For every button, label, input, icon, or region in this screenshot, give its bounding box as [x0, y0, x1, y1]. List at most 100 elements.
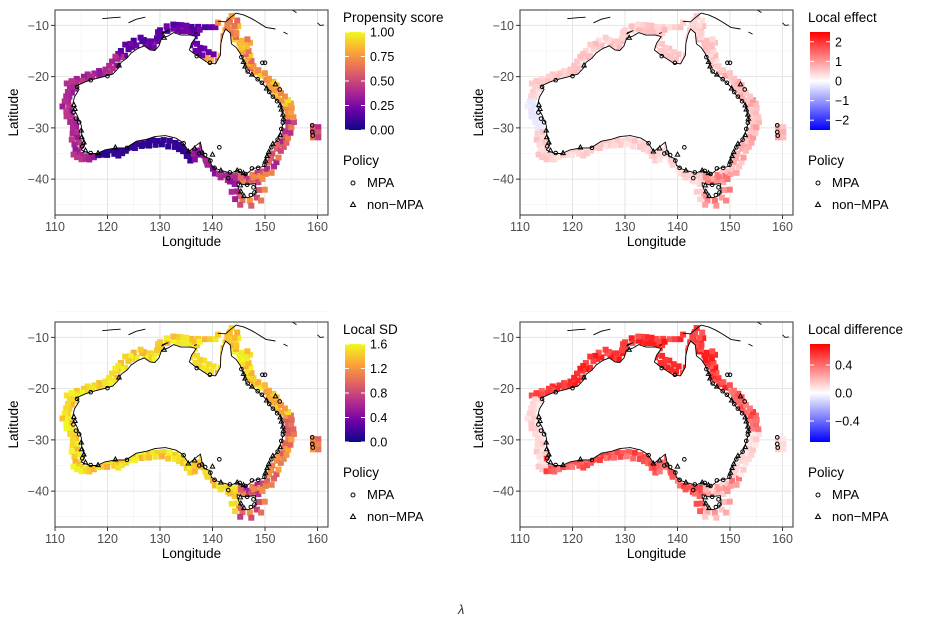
mpa-marker: [255, 165, 261, 171]
heat-cell: [288, 416, 295, 423]
colorbar-title: Propensity score: [343, 10, 444, 25]
non-mpa-marker: [742, 101, 749, 108]
heat-cell: [270, 475, 278, 482]
heat-cell: [655, 462, 662, 469]
mpa-marker: [245, 69, 250, 74]
mpa-marker: [202, 464, 208, 470]
heat-cell: [722, 384, 729, 391]
heat-cell: [610, 449, 618, 456]
heat-cell: [119, 462, 126, 469]
mpa-marker: [553, 150, 558, 156]
heat-cell: [129, 356, 136, 362]
heat-cell: [641, 141, 648, 148]
heat-cell: [71, 141, 78, 148]
heat-cell: [664, 364, 671, 371]
heat-cell: [536, 141, 543, 148]
non-mpa-marker: [730, 148, 737, 155]
x-tick-label: 120: [562, 532, 583, 546]
heat-cell: [193, 352, 201, 359]
heat-cell: [191, 156, 198, 163]
colorbar-tick-label: 0.0: [835, 387, 852, 401]
heat-cell: [89, 73, 96, 80]
heat-cell: [284, 134, 292, 141]
mpa-marker: [252, 190, 257, 195]
heat-cell: [246, 197, 253, 204]
heat-cell: [656, 26, 663, 33]
heat-cell: [713, 202, 720, 209]
heat-cell: [75, 451, 82, 458]
heat-cell: [639, 21, 646, 28]
mpa-marker: [80, 144, 85, 149]
heat-cell: [149, 137, 156, 144]
heat-cell: [265, 471, 272, 478]
heat-cell: [145, 43, 152, 50]
non-mpa-marker: [265, 460, 272, 467]
heat-cell: [127, 40, 134, 47]
heat-cell: [619, 347, 626, 354]
heat-cell: [199, 52, 206, 59]
x-tick-label: 110: [45, 220, 65, 234]
heat-cell: [74, 441, 81, 448]
heat-cell: [243, 43, 250, 50]
heat-cell: [183, 22, 190, 29]
heat-cell: [183, 334, 190, 341]
x-tick-label: 140: [202, 532, 223, 546]
colorbar-tick-label: 1.00: [370, 26, 394, 40]
heat-cell: [594, 44, 601, 50]
heat-cell: [69, 130, 76, 137]
heat-cell: [713, 490, 720, 497]
heat-cell: [710, 48, 717, 54]
heat-cell: [755, 119, 762, 125]
mpa-marker: [713, 192, 719, 198]
heat-cell: [539, 154, 546, 161]
x-tick-label: 110: [510, 220, 530, 234]
coastline-png: [682, 324, 741, 342]
mpa-marker: [260, 60, 265, 66]
heat-cell: [639, 333, 646, 340]
mpa-marker: [545, 144, 550, 149]
heat-cell: [195, 362, 202, 369]
heat-cell: [203, 157, 210, 164]
heat-cell: [534, 436, 542, 443]
heat-cell: [692, 486, 700, 493]
heat-cell: [66, 103, 73, 110]
mpa-marker: [677, 165, 682, 171]
heat-cell: [643, 340, 650, 347]
heat-cell: [715, 174, 722, 181]
non-mpa-marker: [744, 423, 751, 429]
non-mpa-marker: [161, 346, 168, 352]
heat-cell: [244, 61, 251, 68]
heat-cell: [619, 137, 626, 144]
heat-cell: [656, 468, 663, 475]
heat-cell: [603, 143, 610, 149]
non-mpa-marker: [577, 143, 584, 150]
heat-cell: [625, 449, 632, 456]
heat-cell: [630, 143, 637, 150]
heat-cell: [247, 364, 254, 371]
heat-cell: [704, 48, 711, 55]
heat-cell: [187, 157, 194, 164]
heat-cell: [711, 197, 718, 204]
heat-cell: [720, 491, 727, 498]
non-mpa-marker: [278, 417, 285, 424]
heat-cell: [635, 333, 642, 340]
colorbar-tick-label: 0.0: [370, 436, 387, 450]
coastline-island: [193, 32, 197, 35]
heat-cell: [750, 435, 757, 442]
mpa-marker: [194, 53, 200, 59]
heat-cell: [780, 446, 787, 453]
heat-cell: [526, 98, 533, 105]
mpa-marker: [255, 76, 260, 82]
heat-cell: [625, 137, 632, 144]
heat-cell: [284, 430, 291, 437]
heat-cell: [95, 464, 102, 471]
heat-cell: [234, 17, 241, 24]
heat-cell: [261, 70, 268, 77]
heat-cell: [697, 508, 704, 515]
mpa-marker: [745, 432, 751, 438]
heat-cell: [631, 137, 638, 144]
heat-cell: [582, 360, 589, 366]
heat-cell: [539, 446, 546, 453]
heat-cell: [643, 334, 650, 341]
heat-cell: [561, 72, 568, 79]
